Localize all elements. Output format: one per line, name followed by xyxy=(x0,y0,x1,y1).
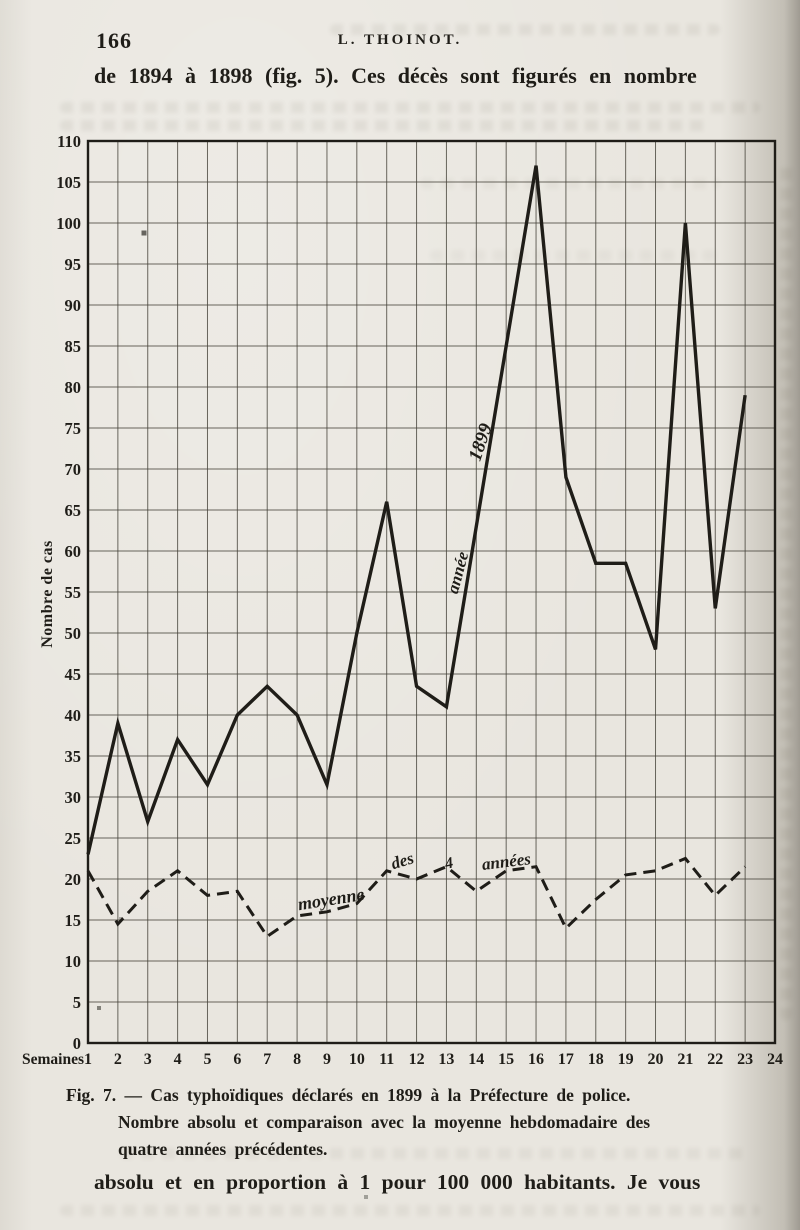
bleed-through-text xyxy=(330,24,720,35)
y-tick-label: 100 xyxy=(56,214,81,233)
x-axis-label: Semaines xyxy=(22,1051,84,1068)
y-tick-label: 10 xyxy=(65,952,82,971)
bleed-through-text xyxy=(780,160,792,1020)
y-tick-label: 25 xyxy=(65,829,82,848)
running-title: L. THOINOT. xyxy=(337,32,463,48)
series-annotation: années xyxy=(481,849,532,874)
x-tick-label: 20 xyxy=(648,1051,664,1068)
x-tick-label: 6 xyxy=(233,1051,241,1068)
y-tick-label: 75 xyxy=(65,419,82,438)
x-tick-label: 13 xyxy=(438,1051,454,1068)
x-tick-label: 5 xyxy=(203,1051,211,1068)
bleed-through-text xyxy=(420,178,720,189)
y-tick-label: 40 xyxy=(65,706,82,725)
x-tick-label: 1 xyxy=(84,1051,92,1068)
y-axis-label: Nombre de cas xyxy=(39,540,56,648)
series-line-moyenne xyxy=(86,856,747,939)
x-tick-label: 22 xyxy=(707,1051,723,1068)
bleed-through-text xyxy=(60,102,760,113)
y-tick-label: 65 xyxy=(65,501,82,520)
page-number: 166 xyxy=(96,28,132,53)
y-tick-label: 30 xyxy=(65,788,82,807)
plot-frame xyxy=(86,139,777,1045)
y-tick-label: 35 xyxy=(65,747,82,766)
body-text-line: absolu et en proportion à 1 pour 100 000… xyxy=(94,1170,701,1194)
x-tick-label: 12 xyxy=(409,1051,425,1068)
y-tick-label: 45 xyxy=(65,665,82,684)
x-tick-label: 10 xyxy=(349,1051,365,1068)
series-annotation: moyenne xyxy=(296,884,365,914)
y-tick-label: 20 xyxy=(65,870,82,889)
x-tick-label: 23 xyxy=(737,1051,753,1068)
figure-caption: Fig. 7. — Cas typhoïdiques déclarés en 1… xyxy=(66,1082,746,1163)
series-annotation: 1899 xyxy=(465,420,497,463)
x-tick-label: 21 xyxy=(677,1051,693,1068)
figure-caption-line: quatre années précédentes. xyxy=(118,1139,328,1159)
bleed-through-text xyxy=(430,250,720,261)
x-tick-label: 8 xyxy=(293,1051,301,1068)
y-tick-label: 80 xyxy=(65,378,82,397)
x-tick-label: 19 xyxy=(618,1051,634,1068)
y-tick-label: 70 xyxy=(65,460,82,479)
x-tick-label: 7 xyxy=(263,1051,271,1068)
y-tick-label: 5 xyxy=(73,993,81,1012)
series-annotation: 4 xyxy=(442,854,454,872)
bleed-through-text xyxy=(60,1205,760,1216)
x-tick-label: 3 xyxy=(144,1051,152,1068)
x-tick-label: 15 xyxy=(498,1051,514,1068)
y-tick-label: 50 xyxy=(65,624,82,643)
figure-caption-line: Nombre absolu et comparaison avec la moy… xyxy=(118,1112,651,1132)
x-tick-label: 2 xyxy=(114,1051,122,1068)
y-tick-label: 55 xyxy=(65,583,82,602)
bleed-through-text xyxy=(60,120,710,131)
y-tick-label: 15 xyxy=(65,911,82,930)
x-tick-label: 16 xyxy=(528,1051,544,1068)
figure-caption-line: Fig. 7. — Cas typhoïdiques déclarés en 1… xyxy=(66,1085,631,1105)
x-tick-label: 24 xyxy=(767,1051,783,1068)
x-tick-label: 9 xyxy=(323,1051,331,1068)
bleed-through-text xyxy=(120,1148,750,1159)
series-annotation: des xyxy=(389,848,417,873)
x-tick-label: 18 xyxy=(588,1051,604,1068)
y-tick-label: 105 xyxy=(56,173,81,192)
y-tick-label: 0 xyxy=(73,1034,81,1053)
series-line-1899 xyxy=(86,165,747,855)
x-tick-label: 17 xyxy=(558,1051,574,1068)
x-tick-label: 14 xyxy=(468,1051,484,1068)
y-tick-label: 110 xyxy=(57,132,81,151)
y-tick-label: 95 xyxy=(65,255,82,274)
y-tick-label: 90 xyxy=(65,296,82,315)
y-tick-label: 85 xyxy=(65,337,82,356)
x-tick-label: 4 xyxy=(174,1051,182,1068)
intro-paragraph-line: de 1894 à 1898 (fig. 5). Ces décès sont … xyxy=(94,63,697,88)
x-tick-label: 11 xyxy=(379,1051,394,1068)
y-tick-label: 60 xyxy=(65,542,82,561)
